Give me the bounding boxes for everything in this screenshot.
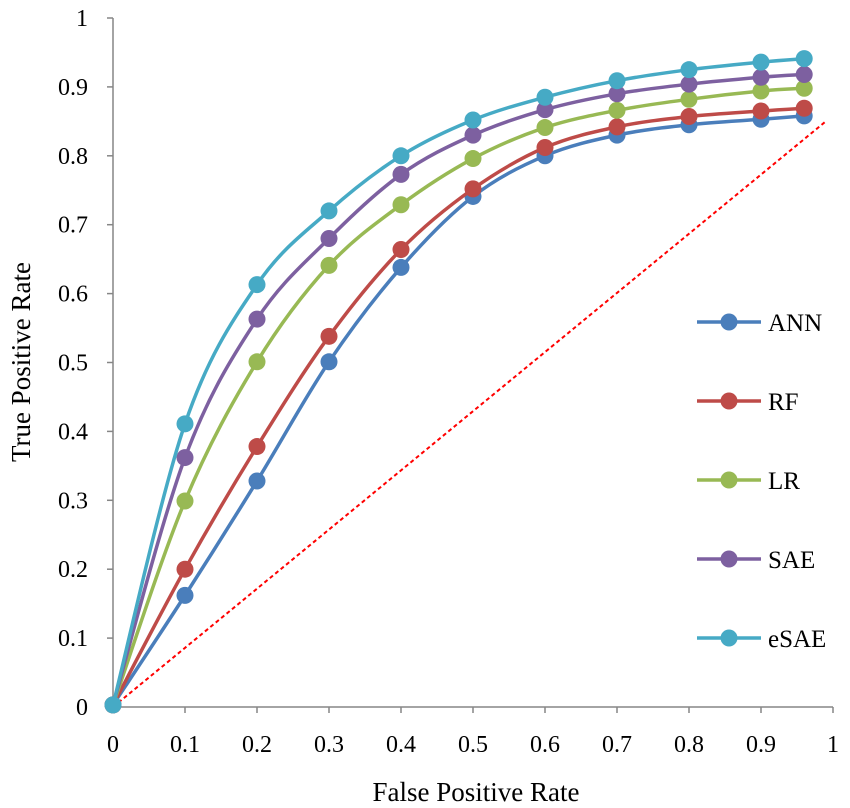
data-point — [608, 72, 626, 90]
legend-swatch-marker — [720, 313, 738, 331]
data-point — [320, 353, 338, 371]
y-tick-label: 0.1 — [58, 626, 88, 652]
data-point — [464, 126, 482, 144]
x-tick-label: 0.4 — [386, 732, 416, 758]
series-line — [111, 114, 805, 706]
data-point — [248, 438, 266, 456]
series-line — [111, 72, 805, 706]
data-point — [248, 310, 266, 328]
data-point — [795, 79, 813, 97]
data-point — [464, 111, 482, 129]
y-tick-label: 0.3 — [58, 488, 88, 514]
y-tick-label: 0 — [76, 695, 88, 721]
data-point — [536, 101, 554, 119]
y-tick-label: 1 — [76, 6, 88, 32]
data-point — [464, 180, 482, 198]
y-tick-label: 0.7 — [58, 213, 88, 239]
data-point — [680, 61, 698, 79]
data-point — [320, 202, 338, 220]
y-tick-label: 0.9 — [58, 75, 88, 101]
data-point — [608, 101, 626, 119]
data-point — [752, 102, 770, 120]
data-point — [464, 150, 482, 168]
data-point — [680, 90, 698, 108]
legend-label: ANN — [768, 310, 822, 337]
x-tick-label: 0.7 — [602, 732, 632, 758]
y-axis-title: True Positive Rate — [6, 262, 36, 462]
axes: 0 0.1 0.2 0.3 0.4 0.5 0.6 0.7 0.8 0.9 1 0 0.1 0.2 0.3 0… — [58, 6, 839, 758]
x-tick-label: 0.6 — [530, 732, 560, 758]
data-point — [680, 75, 698, 93]
legend-item-sae: SAE — [697, 547, 815, 574]
y-tick-label: 0.6 — [58, 282, 88, 308]
data-point — [176, 560, 194, 578]
series-sae — [104, 65, 813, 714]
y-tick-label: 0.5 — [58, 351, 88, 377]
series-rf — [104, 99, 813, 714]
data-point — [795, 50, 813, 68]
legend-label: eSAE — [768, 626, 826, 653]
legend-item-ann: ANN — [697, 310, 822, 337]
data-point — [608, 85, 626, 103]
series-line — [111, 106, 805, 706]
legend-item-esae: eSAE — [697, 626, 826, 653]
data-point — [795, 65, 813, 83]
legend-item-lr: LR — [697, 468, 800, 495]
data-point — [680, 108, 698, 126]
data-point — [176, 415, 194, 433]
legend-label: LR — [768, 468, 800, 495]
legend-label: SAE — [768, 547, 815, 574]
data-point — [795, 99, 813, 117]
data-point — [320, 327, 338, 345]
x-tick-label: 0.5 — [458, 732, 488, 758]
x-tick-label: 0.9 — [746, 732, 776, 758]
reference-diagonal-line — [112, 120, 827, 708]
series-layer — [104, 50, 813, 714]
x-tick-label: 1 — [827, 732, 839, 758]
data-point — [536, 88, 554, 106]
data-point — [320, 256, 338, 274]
data-point — [104, 696, 122, 714]
data-point — [536, 139, 554, 157]
data-point — [752, 53, 770, 71]
legend-label: RF — [768, 389, 799, 416]
data-point — [392, 196, 410, 214]
series-line — [111, 86, 805, 706]
data-point — [392, 241, 410, 259]
legend-swatch-marker — [720, 550, 738, 568]
y-tick-label: 0.4 — [58, 419, 88, 445]
data-point — [248, 472, 266, 490]
data-point — [176, 492, 194, 510]
legend-swatch-marker — [720, 629, 738, 647]
y-tick-label: 0.8 — [58, 144, 88, 170]
x-tick-label: 0.1 — [170, 732, 200, 758]
data-point — [752, 82, 770, 100]
series-esae — [104, 50, 813, 714]
x-axis-title: False Positive Rate — [373, 777, 580, 807]
x-tick-label: 0.8 — [674, 732, 704, 758]
data-point — [536, 119, 554, 137]
data-point — [248, 276, 266, 294]
x-tick-label: 0.2 — [242, 732, 272, 758]
data-point — [392, 147, 410, 165]
legend-item-rf: RF — [697, 389, 799, 416]
series-line — [111, 56, 805, 706]
x-tick-label: 0.3 — [314, 732, 344, 758]
data-point — [392, 165, 410, 183]
data-point — [752, 68, 770, 86]
data-point — [176, 586, 194, 604]
reference-line-layer — [112, 120, 827, 708]
legend-swatch-marker — [720, 392, 738, 410]
data-point — [320, 229, 338, 247]
y-tick-label: 0.2 — [58, 557, 88, 583]
x-tick-label: 0 — [107, 732, 119, 758]
legend-swatch-marker — [720, 471, 738, 489]
data-point — [176, 449, 194, 467]
legend: ANN RF LR SAE eSAE — [697, 310, 826, 653]
data-point — [248, 353, 266, 371]
data-point — [608, 118, 626, 136]
data-point — [392, 258, 410, 276]
